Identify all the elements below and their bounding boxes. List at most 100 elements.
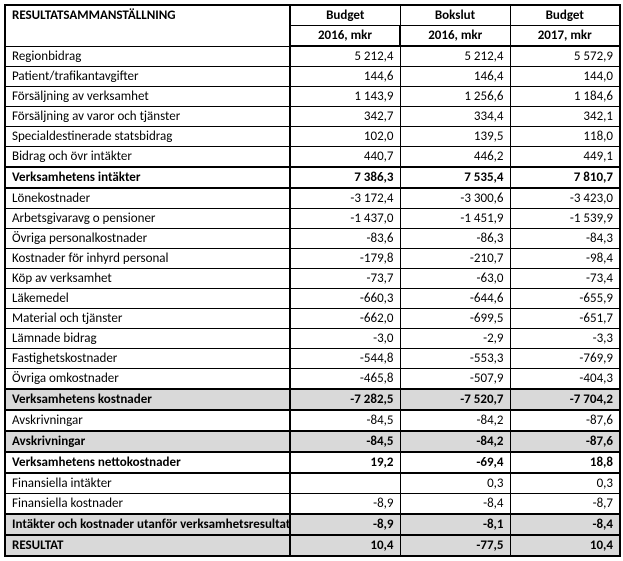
cell-value: -8,9 <box>290 494 400 515</box>
table-row: Försäljning av verksamhet1 143,91 256,61… <box>5 87 620 107</box>
cell-value: 5 572,9 <box>510 46 620 67</box>
cell-value: -83,6 <box>290 229 400 249</box>
cell-value: -7 704,2 <box>510 389 620 410</box>
cell-value: -769,9 <box>510 349 620 369</box>
cell-value: 1 184,6 <box>510 87 620 107</box>
cell-value: 10,4 <box>510 535 620 556</box>
cell-value: -660,3 <box>290 289 400 309</box>
cell-value: -8,7 <box>510 494 620 515</box>
cell-value: -73,7 <box>290 269 400 289</box>
cell-value: 1 256,6 <box>400 87 510 107</box>
table-row: Lämnade bidrag-3,0-2,9-3,3 <box>5 329 620 349</box>
table-row: Arbetsgivaravg o pensioner-1 437,0-1 451… <box>5 209 620 229</box>
table-row: Kostnader för inhyrd personal-179,8-210,… <box>5 249 620 269</box>
table-row: Finansiella intäkter0,30,3 <box>5 473 620 494</box>
cell-value: -3,0 <box>290 329 400 349</box>
table-row: Intäkter och kostnader utanför verksamhe… <box>5 514 620 535</box>
col-header: Budget <box>510 5 620 26</box>
row-label: Intäkter och kostnader utanför verksamhe… <box>5 514 290 535</box>
table-row: Verksamhetens nettokostnader19,2-69,418,… <box>5 452 620 473</box>
col-subheader: 2017, mkr <box>510 26 620 47</box>
cell-value: -7 282,5 <box>290 389 400 410</box>
cell-value: 334,4 <box>400 107 510 127</box>
cell-value: 5 212,4 <box>400 46 510 67</box>
cell-value: -63,0 <box>400 269 510 289</box>
cell-value: 18,8 <box>510 452 620 473</box>
table-row: Övriga omkostnader-465,8-507,9-404,3 <box>5 369 620 390</box>
cell-value: -87,6 <box>510 431 620 452</box>
result-table: RESULTATSAMMANSTÄLLNING Budget Bokslut B… <box>4 4 621 557</box>
cell-value: 5 212,4 <box>290 46 400 67</box>
row-label: Övriga omkostnader <box>5 369 290 390</box>
cell-value: -179,8 <box>290 249 400 269</box>
table-row: Specialdestinerade statsbidrag102,0139,5… <box>5 127 620 147</box>
row-label: Avskrivningar <box>5 431 290 452</box>
cell-value: 342,1 <box>510 107 620 127</box>
row-label: Material och tjänster <box>5 309 290 329</box>
cell-value: -699,5 <box>400 309 510 329</box>
table-row: Material och tjänster-662,0-699,5-651,7 <box>5 309 620 329</box>
table-row: Regionbidrag5 212,45 212,45 572,9 <box>5 46 620 67</box>
cell-value: -3 300,6 <box>400 188 510 209</box>
cell-value: -662,0 <box>290 309 400 329</box>
table-row: Avskrivningar-84,5-84,2-87,6 <box>5 410 620 431</box>
cell-value: 1 143,9 <box>290 87 400 107</box>
table-row: Försäljning av varor och tjänster342,733… <box>5 107 620 127</box>
table-row: Övriga personalkostnader-83,6-86,3-84,3 <box>5 229 620 249</box>
table-row: Verksamhetens intäkter7 386,37 535,47 81… <box>5 167 620 188</box>
row-label: RESULTAT <box>5 535 290 556</box>
cell-value: -3 423,0 <box>510 188 620 209</box>
cell-value: -84,2 <box>400 410 510 431</box>
table-row: Patient/trafikantavgifter144,6146,4144,0 <box>5 67 620 87</box>
cell-value: -651,7 <box>510 309 620 329</box>
cell-value: 19,2 <box>290 452 400 473</box>
row-label: Lämnade bidrag <box>5 329 290 349</box>
cell-value: 118,0 <box>510 127 620 147</box>
cell-value: -7 520,7 <box>400 389 510 410</box>
cell-value: 7 535,4 <box>400 167 510 188</box>
cell-value: -8,4 <box>510 514 620 535</box>
cell-value: -77,5 <box>400 535 510 556</box>
table-row: Bidrag och övr intäkter440,7446,2449,1 <box>5 147 620 168</box>
cell-value: -1 451,9 <box>400 209 510 229</box>
row-label: Försäljning av verksamhet <box>5 87 290 107</box>
row-label: Verksamhetens kostnader <box>5 389 290 410</box>
table-row: Avskrivningar-84,5-84,2-87,6 <box>5 431 620 452</box>
table-title: RESULTATSAMMANSTÄLLNING <box>5 5 290 46</box>
cell-value: -655,9 <box>510 289 620 309</box>
cell-value: 446,2 <box>400 147 510 168</box>
cell-value: -544,8 <box>290 349 400 369</box>
cell-value: 440,7 <box>290 147 400 168</box>
table-row: Finansiella kostnader-8,9-8,4-8,7 <box>5 494 620 515</box>
table-row: Läkemedel-660,3-644,6-655,9 <box>5 289 620 309</box>
row-label: Lönekostnader <box>5 188 290 209</box>
cell-value: 146,4 <box>400 67 510 87</box>
cell-value: -2,9 <box>400 329 510 349</box>
row-label: Regionbidrag <box>5 46 290 67</box>
cell-value: -84,5 <box>290 431 400 452</box>
row-label: Avskrivningar <box>5 410 290 431</box>
cell-value: -84,5 <box>290 410 400 431</box>
cell-value: 144,6 <box>290 67 400 87</box>
cell-value: 7 386,3 <box>290 167 400 188</box>
row-label: Verksamhetens intäkter <box>5 167 290 188</box>
cell-value: -86,3 <box>400 229 510 249</box>
table-row: Lönekostnader-3 172,4-3 300,6-3 423,0 <box>5 188 620 209</box>
row-label: Fastighetskostnader <box>5 349 290 369</box>
cell-value: -465,8 <box>290 369 400 390</box>
cell-value: -1 437,0 <box>290 209 400 229</box>
col-header: Bokslut <box>400 5 510 26</box>
table-row: Fastighetskostnader-544,8-553,3-769,9 <box>5 349 620 369</box>
cell-value: 0,3 <box>510 473 620 494</box>
cell-value: -404,3 <box>510 369 620 390</box>
row-label: Finansiella kostnader <box>5 494 290 515</box>
cell-value: -8,1 <box>400 514 510 535</box>
row-label: Försäljning av varor och tjänster <box>5 107 290 127</box>
cell-value: -3,3 <box>510 329 620 349</box>
cell-value: -553,3 <box>400 349 510 369</box>
cell-value: -84,2 <box>400 431 510 452</box>
cell-value: -73,4 <box>510 269 620 289</box>
cell-value: 342,7 <box>290 107 400 127</box>
cell-value: -87,6 <box>510 410 620 431</box>
cell-value: -98,4 <box>510 249 620 269</box>
